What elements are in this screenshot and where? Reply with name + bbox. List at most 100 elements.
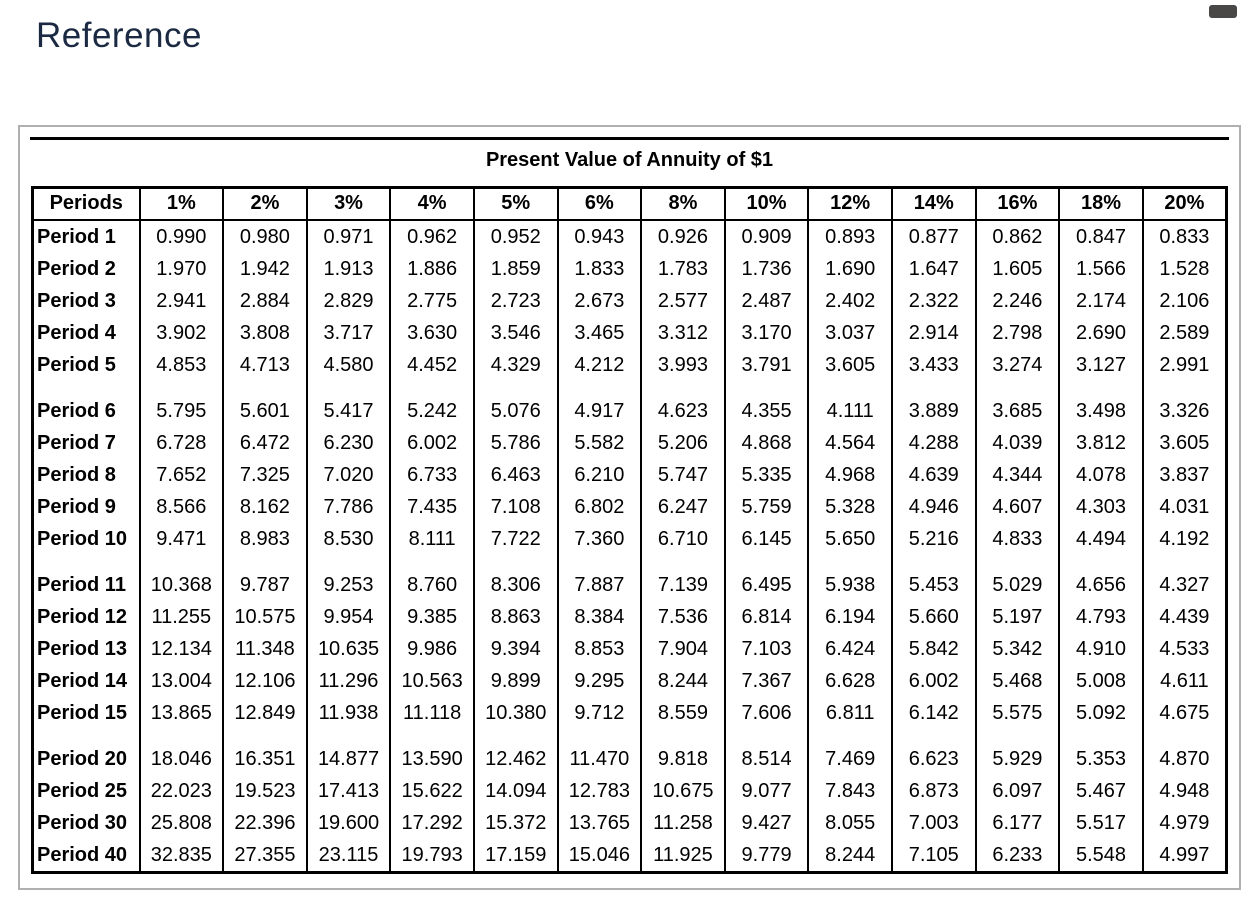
pv-factor-cell: 7.139 (640, 569, 726, 601)
row-label: Period 3 (31, 285, 141, 317)
gap-cell (1141, 555, 1228, 569)
pv-factor-cell: 2.673 (556, 285, 643, 317)
pv-factor-cell: 5.929 (974, 743, 1061, 775)
pv-factor-cell: 6.142 (890, 697, 977, 729)
pv-factor-cell: 4.494 (1058, 523, 1144, 555)
pv-factor-cell: 4.580 (305, 349, 392, 381)
pv-factor-cell: 15.372 (472, 807, 559, 839)
table-row: Period 4 3.902 3.808 3.717 3.630 3.546 3.465 3.… (31, 317, 1228, 349)
pv-factor-cell: 0.926 (640, 220, 726, 253)
pv-factor-cell: 3.546 (472, 317, 559, 349)
pv-factor-cell: 5.029 (974, 569, 1061, 601)
row-label: Period 9 (31, 491, 141, 523)
pv-factor-cell: 3.605 (1141, 427, 1228, 459)
pv-factor-cell: 3.685 (974, 395, 1061, 427)
pv-factor-cell: 9.712 (556, 697, 643, 729)
gap-cell (472, 555, 559, 569)
pv-factor-cell: 1.647 (890, 253, 977, 285)
pv-factor-cell: 3.498 (1058, 395, 1144, 427)
header-rate-8pct: 8% (640, 186, 726, 221)
gap-cell (222, 729, 308, 743)
pv-factor-cell: 8.530 (305, 523, 392, 555)
pv-factor-cell: 5.353 (1058, 743, 1144, 775)
gap-cell (305, 729, 392, 743)
pv-factor-cell: 27.355 (222, 839, 308, 873)
pv-factor-cell: 5.842 (890, 633, 977, 665)
pv-factor-cell: 4.853 (138, 349, 225, 381)
gap-cell (31, 381, 141, 395)
pv-factor-cell: 7.435 (389, 491, 475, 523)
table-row: Period 20 18.046 16.351 14.877 13.590 12.462 1… (31, 743, 1228, 775)
table-row: Period 1 0.990 0.980 0.971 0.962 0.952 0.943 0.… (31, 220, 1228, 253)
pv-factor-cell: 2.174 (1058, 285, 1144, 317)
pv-factor-cell: 5.938 (807, 569, 893, 601)
table-row: Period 7 6.728 6.472 6.230 6.002 5.786 5.582 5.… (31, 427, 1228, 459)
gap-cell (807, 381, 893, 395)
pv-factor-cell: 8.853 (556, 633, 643, 665)
header-rate-5pct: 5% (472, 186, 559, 221)
pv-factor-cell: 8.863 (472, 601, 559, 633)
gap-cell (640, 729, 726, 743)
pv-factor-cell: 4.910 (1058, 633, 1144, 665)
header-rate-4pct: 4% (389, 186, 475, 221)
pv-factor-cell: 6.194 (807, 601, 893, 633)
header-periods: Periods (31, 186, 141, 221)
pv-factor-cell: 5.575 (974, 697, 1061, 729)
pv-factor-cell: 2.246 (974, 285, 1061, 317)
pv-factor-cell: 0.909 (723, 220, 810, 253)
pv-factor-cell: 4.623 (640, 395, 726, 427)
pv-factor-cell: 0.990 (138, 220, 225, 253)
pv-factor-cell: 1.859 (472, 253, 559, 285)
pv-factor-cell: 4.868 (723, 427, 810, 459)
row-label: Period 4 (31, 317, 141, 349)
pv-factor-cell: 3.433 (890, 349, 977, 381)
pv-factor-cell: 17.159 (472, 839, 559, 873)
pv-factor-cell: 7.105 (890, 839, 977, 873)
gap-cell (640, 555, 726, 569)
table-row: Period 30 25.808 22.396 19.600 17.292 15.372 1… (31, 807, 1228, 839)
pv-factor-cell: 8.983 (222, 523, 308, 555)
pv-factor-cell: 5.786 (472, 427, 559, 459)
pv-factor-cell: 11.258 (640, 807, 726, 839)
pv-factor-cell: 4.675 (1141, 697, 1228, 729)
gap-cell (305, 381, 392, 395)
pv-factor-cell: 4.288 (890, 427, 977, 459)
pv-factor-cell: 3.791 (723, 349, 810, 381)
gap-cell (556, 381, 643, 395)
title-divider (30, 137, 1229, 140)
pv-factor-cell: 1.528 (1141, 253, 1228, 285)
pv-factor-cell: 7.652 (138, 459, 225, 491)
pv-factor-cell: 6.811 (807, 697, 893, 729)
pv-factor-cell: 5.548 (1058, 839, 1144, 873)
pv-factor-cell: 3.312 (640, 317, 726, 349)
table-row: Period 2 1.970 1.942 1.913 1.886 1.859 1.833 1.… (31, 253, 1228, 285)
pv-factor-cell: 4.564 (807, 427, 893, 459)
pv-factor-cell: 1.690 (807, 253, 893, 285)
pv-factor-cell: 2.322 (890, 285, 977, 317)
pv-factor-cell: 10.368 (138, 569, 225, 601)
table-row: Period 11 10.368 9.787 9.253 8.760 8.306 7.887… (31, 569, 1228, 601)
row-label: Period 20 (31, 743, 141, 775)
pv-factor-cell: 5.660 (890, 601, 977, 633)
row-label: Period 10 (31, 523, 141, 555)
gap-cell (974, 555, 1061, 569)
row-label: Period 6 (31, 395, 141, 427)
gap-cell (305, 555, 392, 569)
pv-factor-cell: 13.004 (138, 665, 225, 697)
pv-factor-cell: 6.097 (974, 775, 1061, 807)
row-label: Period 12 (31, 601, 141, 633)
gap-cell (222, 381, 308, 395)
scrollbar-thumb[interactable] (1209, 5, 1237, 18)
pv-factor-cell: 6.873 (890, 775, 977, 807)
pv-factor-cell: 7.360 (556, 523, 643, 555)
row-label: Period 8 (31, 459, 141, 491)
pv-factor-cell: 4.917 (556, 395, 643, 427)
table-header-row: Periods 1% 2% 3% 4% 5% 6% 8% 10% 12% 14% 16% 18% 20% (31, 186, 1228, 221)
pv-factor-cell: 7.020 (305, 459, 392, 491)
gap-cell (890, 729, 977, 743)
pv-factor-cell: 9.295 (556, 665, 643, 697)
pv-factor-cell: 5.747 (640, 459, 726, 491)
pv-factor-cell: 2.914 (890, 317, 977, 349)
pv-factor-cell: 0.943 (556, 220, 643, 253)
pv-factor-cell: 4.192 (1141, 523, 1228, 555)
